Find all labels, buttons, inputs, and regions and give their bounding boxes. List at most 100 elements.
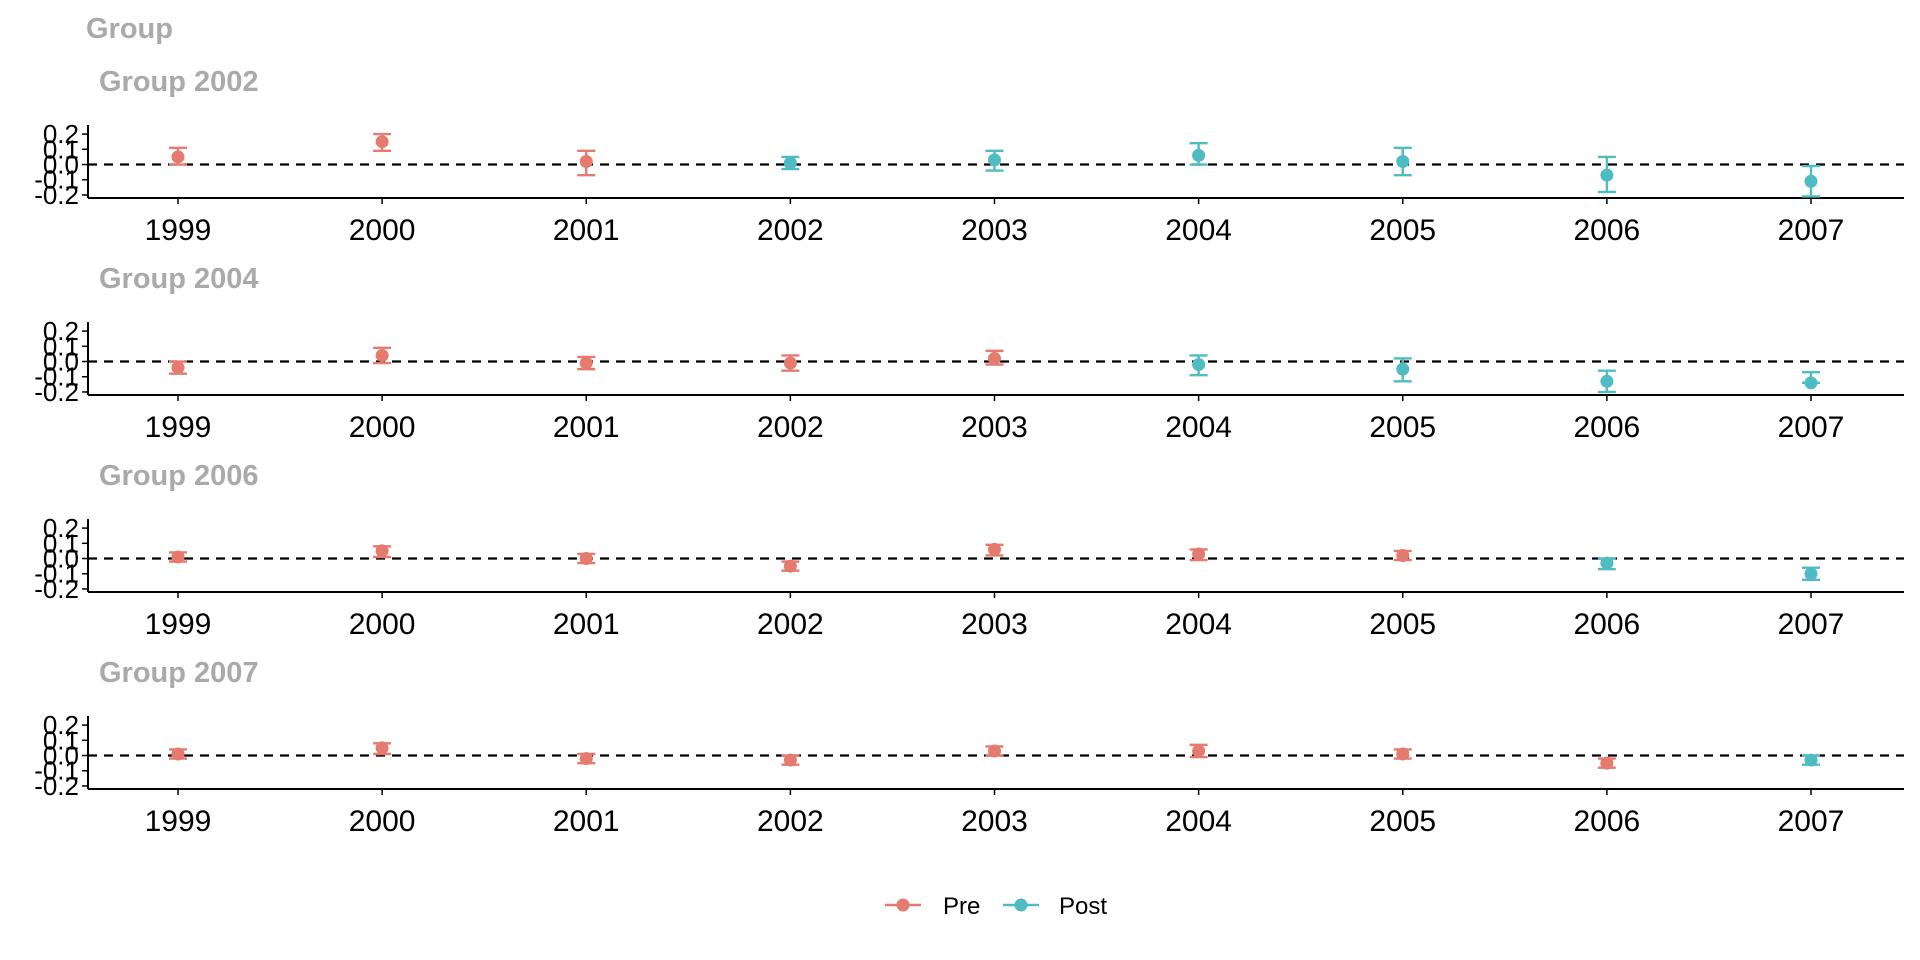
- x-tick-label: 2003: [961, 608, 1028, 641]
- point-post: [1600, 556, 1614, 570]
- point-pre: [783, 356, 797, 370]
- y-tick-label: 0.2: [43, 513, 79, 543]
- y-tick-label: -0.2: [34, 574, 79, 604]
- legend-key-point: [896, 898, 910, 912]
- x-tick-label: 2004: [1165, 214, 1232, 247]
- y-tick-label: -0.1: [34, 362, 79, 392]
- x-tick-label: 2006: [1574, 411, 1641, 444]
- x-tick-label: 2004: [1165, 411, 1232, 444]
- y-tick-label: 0.2: [43, 710, 79, 740]
- point-pre: [375, 135, 389, 149]
- x-tick-label: 2005: [1369, 805, 1436, 838]
- panel-2: Group 2006 -0.2-0.10.00.10.2 1999 2000 2001 2…: [34, 460, 1904, 641]
- y-tick-label: 0.1: [43, 528, 79, 558]
- chart-title: Group: [86, 13, 173, 45]
- point-pre: [783, 753, 797, 767]
- x-tick-label: 2002: [757, 214, 824, 247]
- y-tick-label: 0.1: [43, 134, 79, 164]
- y-tick-label: -0.1: [34, 165, 79, 195]
- point-pre: [1192, 547, 1206, 561]
- y-tick-label: 0.0: [43, 741, 79, 771]
- point-post: [1804, 753, 1818, 767]
- point-pre: [988, 351, 1001, 365]
- y-tick-label: 0.2: [43, 119, 79, 149]
- x-tick-label: 2006: [1574, 608, 1641, 641]
- point-pre: [1192, 744, 1206, 758]
- point-pre: [171, 150, 185, 164]
- panel-title: Group 2007: [99, 657, 259, 689]
- x-tick-label: 1999: [145, 214, 212, 247]
- x-tick-label: 1999: [145, 805, 212, 838]
- y-tick-label: 0.0: [43, 347, 79, 377]
- x-tick-label: 2005: [1369, 411, 1436, 444]
- y-tick-label: 0.0: [43, 150, 79, 180]
- point-pre: [783, 559, 797, 573]
- x-tick-label: 2007: [1778, 805, 1845, 838]
- panel-3: Group 2007 -0.2-0.10.00.10.2 1999 2000 2001 2…: [34, 657, 1904, 838]
- legend-item-pre: Pre: [885, 893, 980, 920]
- point-post: [1600, 374, 1614, 388]
- x-tick-label: 1999: [145, 411, 212, 444]
- x-tick-label: 2006: [1574, 805, 1641, 838]
- x-tick-label: 2000: [349, 608, 416, 641]
- x-tick-label: 2004: [1165, 608, 1232, 641]
- point-post: [1804, 174, 1818, 188]
- point-pre: [1396, 548, 1410, 562]
- legend-label: Post: [1059, 893, 1107, 920]
- legend: Pre Post: [885, 893, 1107, 920]
- y-tick-label: 0.0: [43, 544, 79, 574]
- panel-title: Group 2002: [99, 66, 259, 98]
- point-pre: [375, 544, 389, 558]
- x-tick-label: 2003: [961, 805, 1028, 838]
- x-tick-label: 2007: [1778, 411, 1845, 444]
- x-tick-label: 2005: [1369, 214, 1436, 247]
- point-pre: [988, 542, 1001, 556]
- point-pre: [171, 550, 185, 564]
- x-tick-label: 2001: [553, 214, 620, 247]
- y-tick-label: -0.2: [34, 180, 79, 210]
- point-post: [1600, 168, 1614, 182]
- x-tick-label: 2002: [757, 608, 824, 641]
- y-tick-label: -0.2: [34, 771, 79, 801]
- x-tick-label: 1999: [145, 608, 212, 641]
- y-tick-label: -0.1: [34, 756, 79, 786]
- panel-title: Group 2006: [99, 460, 259, 492]
- point-post: [1804, 567, 1818, 581]
- y-tick-label: 0.2: [43, 316, 79, 346]
- x-tick-label: 2007: [1778, 214, 1845, 247]
- point-post: [1804, 376, 1818, 390]
- point-pre: [579, 552, 593, 566]
- point-post: [1396, 362, 1410, 376]
- y-tick-label: 0.1: [43, 331, 79, 361]
- legend-item-post: Post: [1003, 893, 1107, 920]
- legend-key-point: [1014, 898, 1028, 912]
- y-tick-label: -0.2: [34, 377, 79, 407]
- legend-label: Pre: [943, 893, 980, 920]
- x-tick-label: 2002: [757, 411, 824, 444]
- point-pre: [1396, 747, 1410, 761]
- point-pre: [579, 356, 593, 370]
- y-tick-label: 0.1: [43, 725, 79, 755]
- x-tick-label: 2005: [1369, 608, 1436, 641]
- point-pre: [171, 747, 185, 761]
- point-post: [988, 153, 1001, 167]
- x-tick-label: 2001: [553, 805, 620, 838]
- x-tick-label: 2004: [1165, 805, 1232, 838]
- x-tick-label: 2000: [349, 214, 416, 247]
- panel-1: Group 2004 -0.2-0.10.00.10.2 1999 2000 2001 2…: [34, 263, 1904, 444]
- panel-0: Group 2002 -0.2-0.10.00.10.2 1999 2000 2001 2…: [34, 66, 1904, 247]
- point-pre: [375, 348, 389, 362]
- x-tick-label: 2003: [961, 411, 1028, 444]
- y-tick-label: -0.1: [34, 559, 79, 589]
- point-pre: [375, 741, 389, 755]
- x-tick-label: 2001: [553, 608, 620, 641]
- x-tick-label: 2006: [1574, 214, 1641, 247]
- x-tick-label: 2000: [349, 805, 416, 838]
- point-post: [1192, 358, 1206, 372]
- point-pre: [1600, 756, 1614, 770]
- x-tick-label: 2000: [349, 411, 416, 444]
- panel-title: Group 2004: [99, 263, 259, 295]
- x-tick-label: 2003: [961, 214, 1028, 247]
